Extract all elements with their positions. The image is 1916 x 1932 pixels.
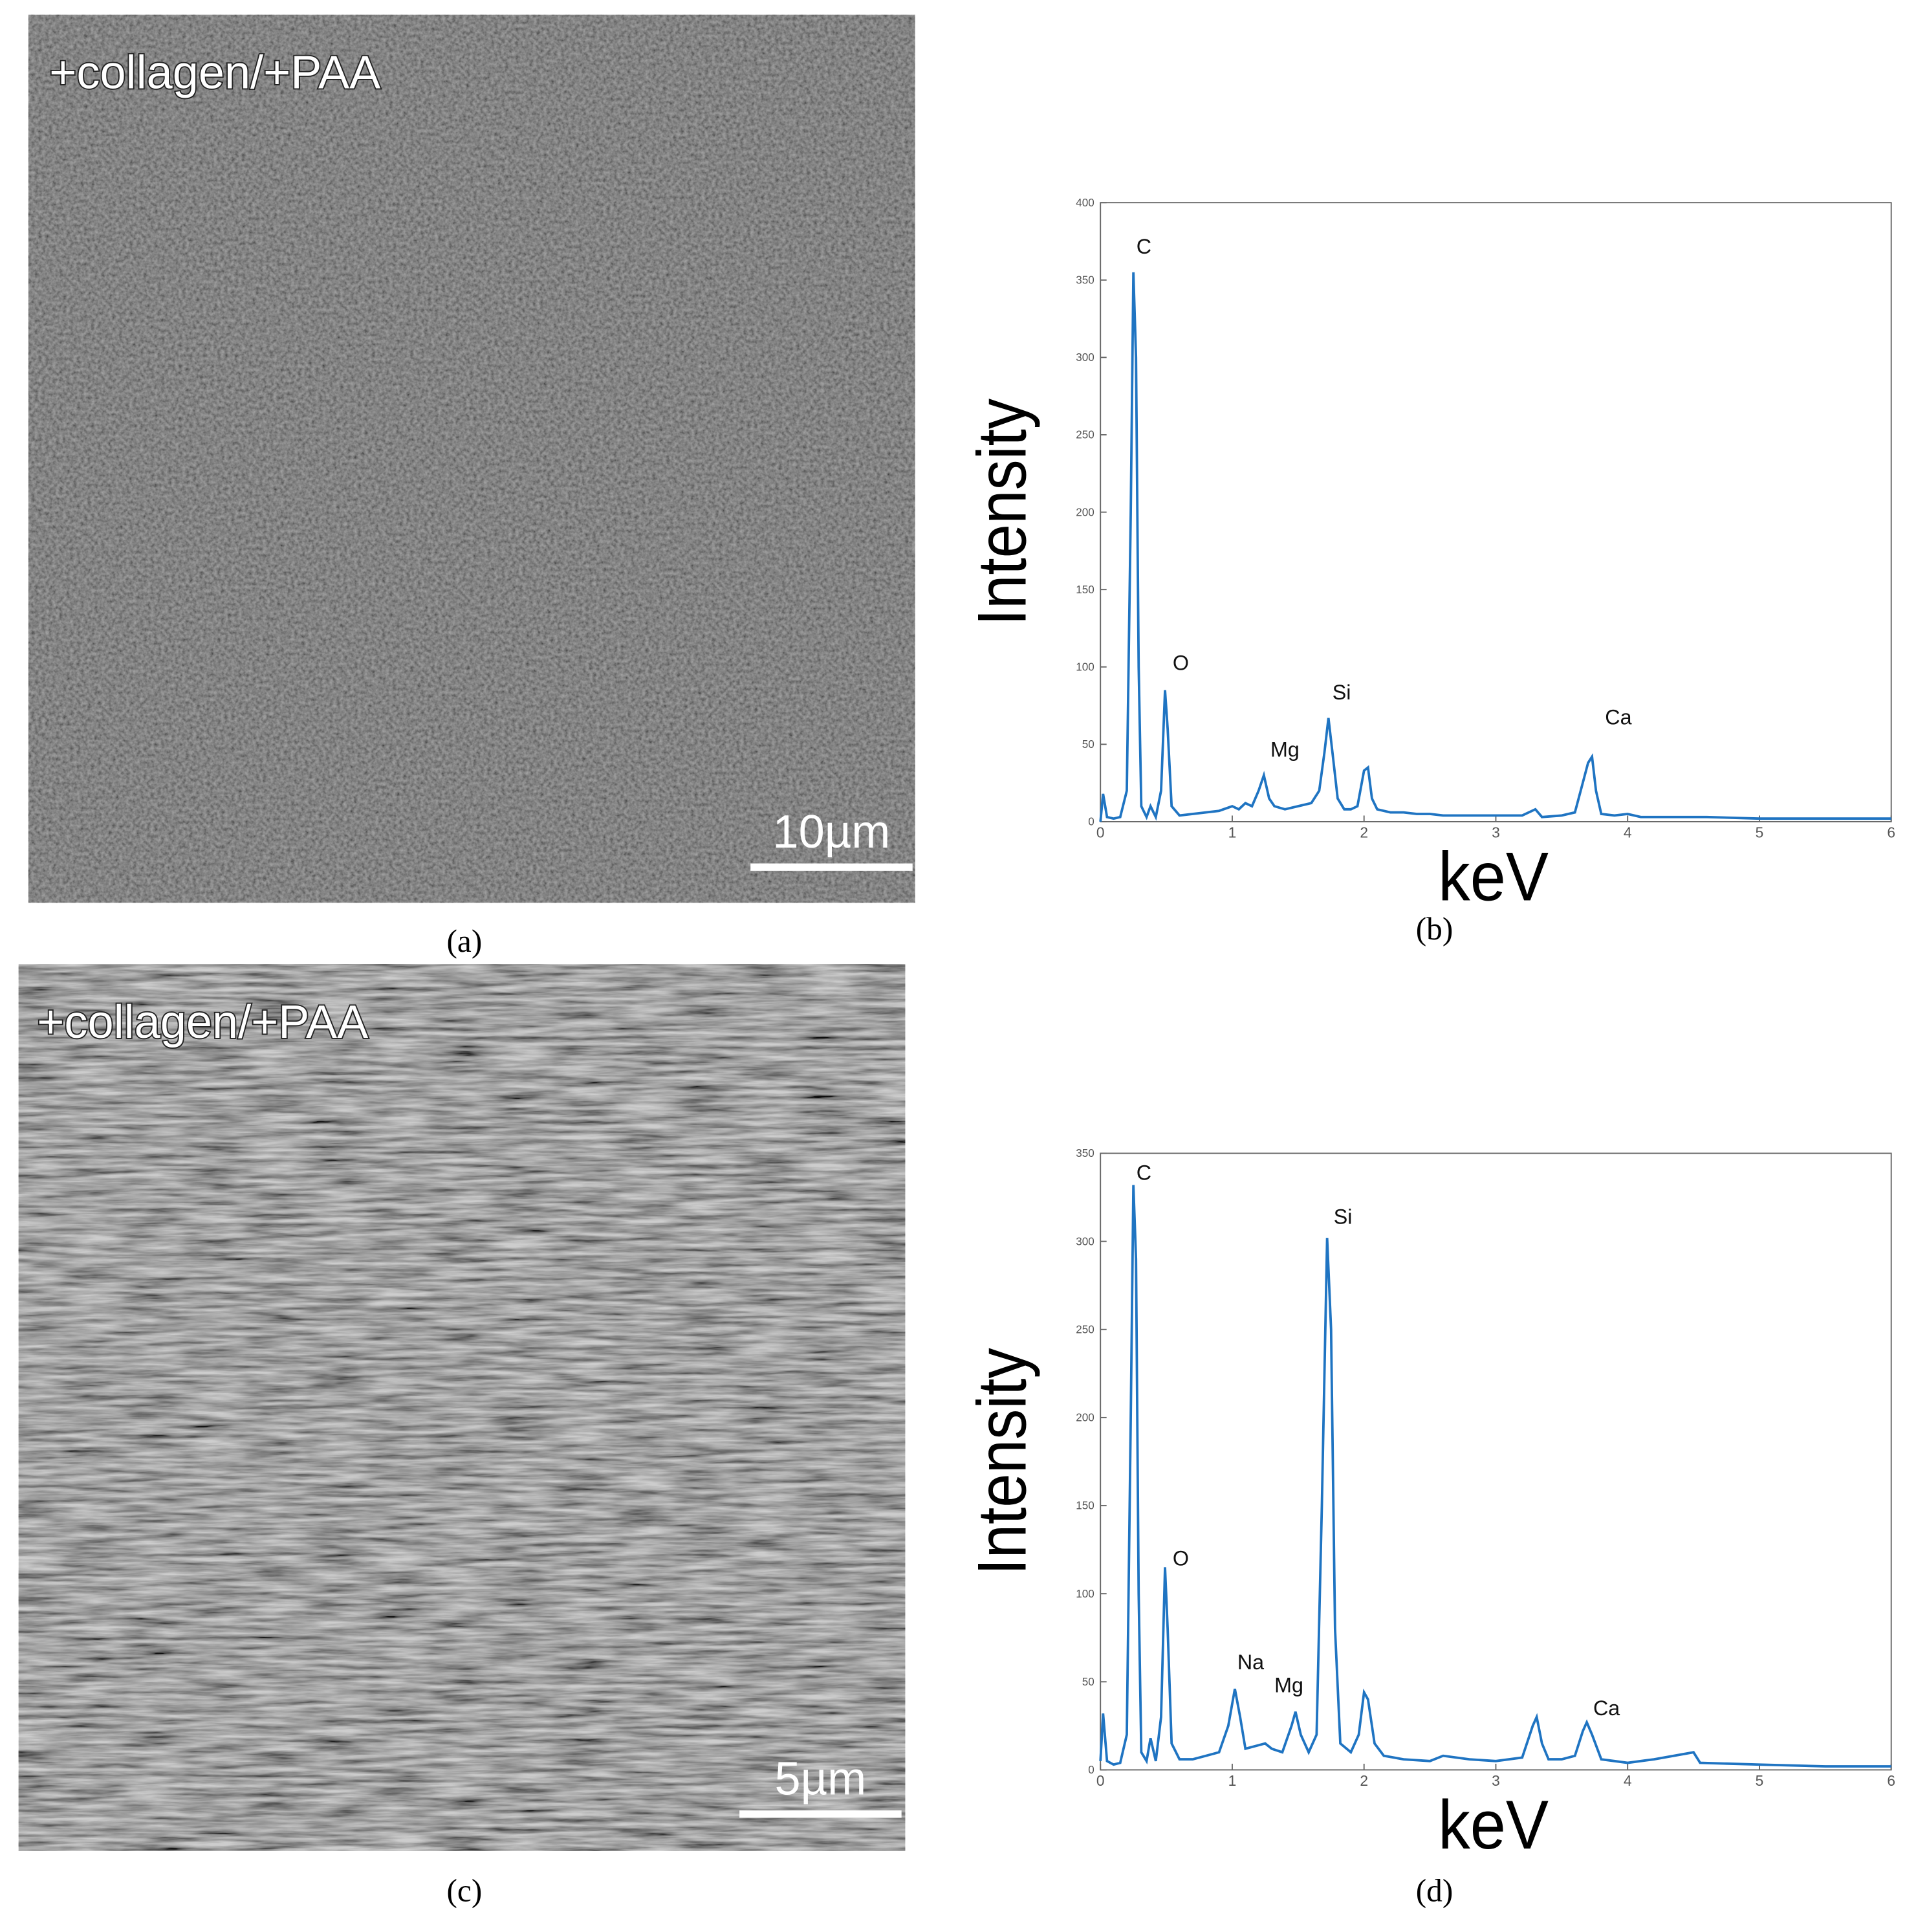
y-tick-label: 150	[1076, 1500, 1094, 1512]
x-tick-label: 1	[1228, 824, 1237, 841]
peak-label: Mg	[1274, 1674, 1303, 1697]
x-axis-label: keV	[1438, 838, 1549, 915]
x-tick-label: 6	[1887, 1772, 1895, 1789]
peak-label: Si	[1334, 1205, 1353, 1228]
y-tick-label: 50	[1082, 1676, 1094, 1688]
peak-label: Si	[1333, 681, 1351, 704]
image-overlay: +collagen/+PAA	[37, 996, 368, 1048]
peak-label: C	[1137, 1161, 1151, 1184]
y-axis-label: Intensity	[963, 1348, 1040, 1575]
y-tick-label: 200	[1076, 506, 1094, 518]
y-tick-label: 50	[1082, 738, 1094, 751]
x-tick-label: 2	[1360, 824, 1368, 841]
x-tick-label: 3	[1492, 824, 1500, 841]
x-tick-label: 5	[1756, 1772, 1764, 1789]
x-tick-label: 4	[1624, 1772, 1632, 1789]
x-axis-label: keV	[1438, 1786, 1549, 1863]
y-tick-label: 100	[1076, 1588, 1094, 1600]
y-tick-label: 150	[1076, 584, 1094, 596]
panel-label: (c)	[447, 1873, 483, 1909]
x-tick-label: 6	[1887, 824, 1895, 841]
y-tick-label: 300	[1076, 351, 1094, 364]
spectrum-line	[1099, 1185, 1891, 1768]
x-tick-label: 1	[1228, 1772, 1237, 1789]
scale-bar-label: 10µm	[773, 806, 891, 858]
peak-label: C	[1137, 235, 1151, 258]
plot-frame	[1100, 1152, 1892, 1771]
spectrum-line	[1099, 272, 1891, 822]
y-tick-label: 0	[1088, 1764, 1094, 1776]
peak-label: Mg	[1270, 738, 1300, 761]
x-tick-label: 2	[1360, 1772, 1368, 1789]
y-tick-label: 300	[1076, 1235, 1094, 1247]
peak-label: O	[1173, 1547, 1189, 1570]
x-tick-label: 0	[1096, 824, 1105, 841]
scale-bar-label: 5µm	[775, 1753, 867, 1805]
x-tick-label: 3	[1492, 1772, 1500, 1789]
peak-label: Ca	[1593, 1696, 1620, 1720]
y-tick-label: 0	[1088, 816, 1094, 828]
sem-image-a: +collagen/+PAA 10µm	[28, 14, 915, 903]
peak-label: O	[1173, 652, 1189, 675]
panel-label: (b)	[1416, 911, 1453, 947]
image-overlay: +collagen/+PAA	[49, 47, 380, 99]
y-axis-label: Intensity	[963, 399, 1040, 626]
y-tick-label: 250	[1076, 1323, 1094, 1335]
y-tick-label: 350	[1076, 1147, 1094, 1159]
peak-label: Na	[1237, 1651, 1264, 1674]
x-tick-label: 5	[1756, 824, 1764, 841]
x-tick-label: 0	[1096, 1772, 1105, 1789]
peak-label: Ca	[1605, 705, 1631, 729]
plot-frame	[1100, 202, 1892, 822]
x-tick-label: 4	[1624, 824, 1632, 841]
y-tick-label: 200	[1076, 1412, 1094, 1424]
panel-label: (a)	[447, 923, 483, 959]
y-tick-label: 100	[1076, 661, 1094, 673]
y-tick-label: 350	[1076, 274, 1094, 287]
y-tick-label: 250	[1076, 429, 1094, 441]
sem-image-c: +collagen/+PAA 5µm	[18, 964, 906, 1851]
y-tick-label: 400	[1076, 197, 1094, 209]
panel-label: (d)	[1416, 1873, 1453, 1909]
